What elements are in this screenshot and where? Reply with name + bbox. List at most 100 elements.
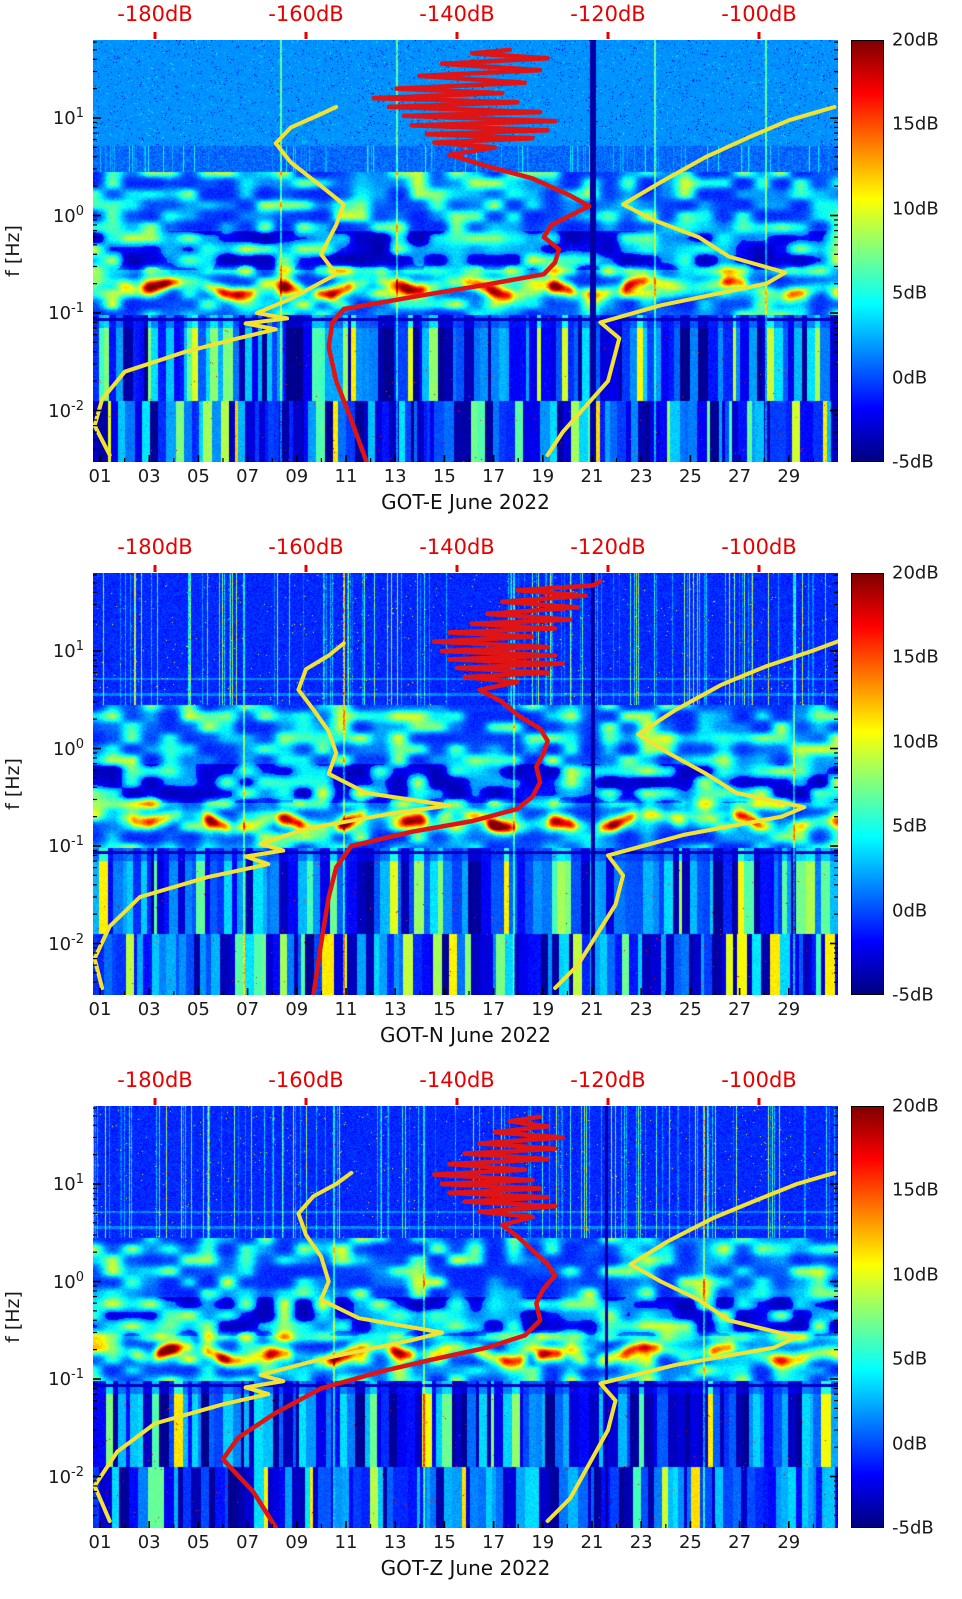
x-tick-label: 03 bbox=[137, 999, 161, 1020]
x-tick-label: 29 bbox=[777, 466, 801, 487]
x-tick-label: 29 bbox=[777, 1532, 801, 1553]
colorbar-tick-label: 5dB bbox=[892, 815, 928, 837]
x-tick-labels: 01 03 05 07 09 11 13 15 17 19 21 23 25 27 29 bbox=[89, 466, 838, 490]
x-tick-label: 15 bbox=[432, 999, 456, 1020]
colorbar-tick-label: 0dB bbox=[892, 367, 928, 389]
overlay-curve-psd-yellow-upper bbox=[553, 639, 838, 990]
curve-overlay bbox=[93, 565, 838, 995]
top-axis-tick-label: -160dB bbox=[268, 2, 344, 26]
y-tick-label: 10-1 bbox=[48, 1367, 84, 1390]
x-tick-label: 17 bbox=[482, 999, 506, 1020]
x-tick-label: 13 bbox=[383, 999, 407, 1020]
x-tick-label: 15 bbox=[432, 1532, 456, 1553]
x-tick-label: 21 bbox=[580, 1532, 604, 1553]
y-axis-label-text: f [Hz] bbox=[2, 758, 25, 810]
x-tick-label: 25 bbox=[678, 1532, 702, 1553]
panel-got-e: -180dB -160dB -140dB -120dB -100dB 101 100 10-… bbox=[0, 0, 962, 533]
overlay-curve-psd-red-reference bbox=[220, 1114, 565, 1528]
y-tick-label: 100 bbox=[52, 1269, 84, 1293]
top-db-axis: -180dB -160dB -140dB -120dB -100dB bbox=[93, 1068, 838, 1098]
y-tick-label: 10-2 bbox=[48, 398, 84, 422]
y-tick-label: 10-1 bbox=[48, 834, 84, 857]
top-axis-tick-label: -100dB bbox=[721, 535, 797, 559]
y-axis-label: f [Hz] bbox=[2, 40, 24, 462]
colorbar-tick-label: 20dB bbox=[892, 29, 939, 51]
x-tick-label: 17 bbox=[482, 1532, 506, 1553]
x-tick-label: 07 bbox=[236, 466, 260, 487]
y-tick-label: 100 bbox=[52, 203, 84, 227]
x-tick-label: 25 bbox=[678, 466, 702, 487]
y-tick-labels: 101 100 10-1 10-2 bbox=[0, 0, 88, 533]
colorbar-labels: 20dB 15dB 10dB 5dB 0dB -5dB bbox=[892, 0, 960, 533]
top-axis-tick-label: -120dB bbox=[570, 1068, 646, 1092]
y-tick-label: 101 bbox=[52, 639, 84, 662]
x-tick-label: 11 bbox=[334, 999, 358, 1020]
x-tick-label: 27 bbox=[728, 1532, 752, 1553]
y-tick-labels: 101 100 10-1 10-2 bbox=[0, 533, 88, 1066]
panel-got-n: -180dB -160dB -140dB -120dB -100dB 101 100 10-… bbox=[0, 533, 962, 1066]
top-axis-tick-label: -140dB bbox=[419, 535, 495, 559]
y-axis-label: f [Hz] bbox=[2, 573, 24, 995]
top-axis-tick-label: -160dB bbox=[268, 535, 344, 559]
x-tick-label: 23 bbox=[629, 1532, 653, 1553]
x-tick-label: 05 bbox=[186, 466, 210, 487]
top-axis-tick-label: -180dB bbox=[117, 2, 193, 26]
colorbar-tick-label: 5dB bbox=[892, 1348, 928, 1370]
x-tick-label: 07 bbox=[236, 999, 260, 1020]
y-axis-label: f [Hz] bbox=[2, 1106, 24, 1528]
x-tick-label: 13 bbox=[383, 466, 407, 487]
x-tick-label: 15 bbox=[432, 466, 456, 487]
colorbar-labels: 20dB 15dB 10dB 5dB 0dB -5dB bbox=[892, 533, 960, 1066]
y-tick-label: 101 bbox=[52, 106, 84, 129]
colorbar-tick-label: 20dB bbox=[892, 562, 939, 584]
x-tick-label: 01 bbox=[88, 999, 112, 1020]
colorbar-tick-label: 0dB bbox=[892, 900, 928, 922]
plot-title: GOT-N June 2022 bbox=[380, 1023, 551, 1047]
top-axis-tick-label: -140dB bbox=[419, 2, 495, 26]
x-tick-label: 23 bbox=[629, 466, 653, 487]
colorbar-tick-label: 5dB bbox=[892, 282, 928, 304]
colorbar-tick-label: 15dB bbox=[892, 113, 939, 135]
top-axis-tick-label: -160dB bbox=[268, 1068, 344, 1092]
y-tick-label: 10-1 bbox=[48, 301, 84, 324]
y-tick-label: 10-2 bbox=[48, 931, 84, 955]
colorbar-tick-label: 10dB bbox=[892, 198, 939, 220]
x-tick-label: 09 bbox=[285, 466, 309, 487]
x-tick-label: 21 bbox=[580, 999, 604, 1020]
x-tick-label: 01 bbox=[88, 1532, 112, 1553]
top-axis-tick-label: -120dB bbox=[570, 2, 646, 26]
x-tick-label: 13 bbox=[383, 1532, 407, 1553]
x-tick-label: 23 bbox=[629, 999, 653, 1020]
x-tick-label: 29 bbox=[777, 999, 801, 1020]
top-axis-tick-label: -180dB bbox=[117, 1068, 193, 1092]
x-tick-label: 19 bbox=[531, 1532, 555, 1553]
overlay-curve-psd-yellow-lower bbox=[93, 104, 346, 457]
x-tick-labels: 01 03 05 07 09 11 13 15 17 19 21 23 25 27 29 bbox=[89, 1532, 838, 1556]
y-tick-labels: 101 100 10-1 10-2 bbox=[0, 1066, 88, 1599]
y-tick-label: 10-2 bbox=[48, 1464, 84, 1488]
top-axis-tick-label: -140dB bbox=[419, 1068, 495, 1092]
top-axis-tick-label: -120dB bbox=[570, 535, 646, 559]
x-tick-label: 19 bbox=[531, 999, 555, 1020]
y-tick-label: 101 bbox=[52, 1172, 84, 1195]
overlay-curve-psd-yellow-lower bbox=[93, 1170, 444, 1523]
x-tick-label: 07 bbox=[236, 1532, 260, 1553]
colorbar-tick-label: -5dB bbox=[892, 1517, 934, 1539]
x-tick-label: 27 bbox=[728, 466, 752, 487]
top-axis-tick-label: -100dB bbox=[721, 2, 797, 26]
top-db-axis: -180dB -160dB -140dB -120dB -100dB bbox=[93, 2, 838, 32]
colorbar-tick-label: 15dB bbox=[892, 1179, 939, 1201]
top-db-axis: -180dB -160dB -140dB -120dB -100dB bbox=[93, 535, 838, 565]
colorbar-tick-label: -5dB bbox=[892, 451, 934, 473]
x-tick-label: 27 bbox=[728, 999, 752, 1020]
top-axis-tick-label: -100dB bbox=[721, 1068, 797, 1092]
spectrogram-plot bbox=[93, 565, 838, 995]
panel-got-z: -180dB -160dB -140dB -120dB -100dB 101 100 10-… bbox=[0, 1066, 962, 1599]
colorbar-tick-label: 10dB bbox=[892, 731, 939, 753]
x-tick-label: 09 bbox=[285, 999, 309, 1020]
x-tick-label: 11 bbox=[334, 1532, 358, 1553]
colorbar-tick-label: 20dB bbox=[892, 1095, 939, 1117]
spectrogram-plot bbox=[93, 32, 838, 462]
overlay-curve-psd-yellow-lower bbox=[93, 641, 452, 990]
